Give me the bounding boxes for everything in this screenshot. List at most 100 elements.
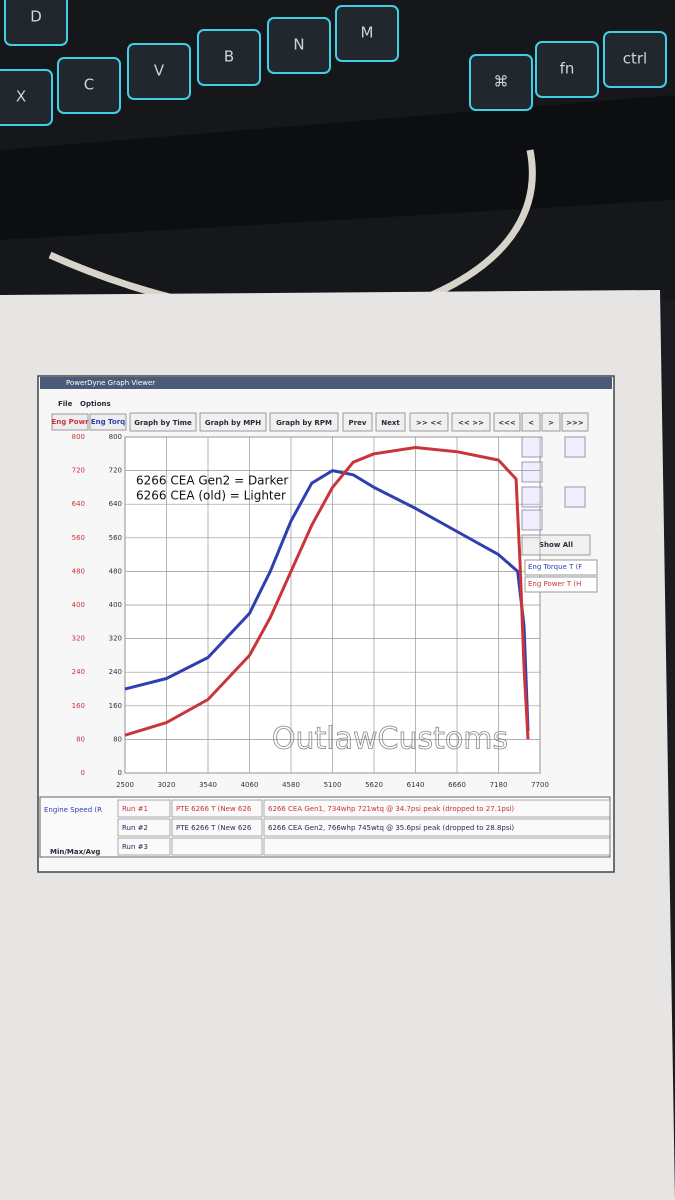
scroll-button[interactable]	[521, 486, 543, 508]
table-cell	[171, 837, 263, 856]
table-cell-text: Run #2	[122, 824, 148, 832]
table-cell-text: Run #3	[122, 843, 148, 851]
y2-tick-label: 480	[109, 567, 122, 575]
toolbar-button-label[interactable]: Prev	[349, 419, 367, 427]
menu-item[interactable]: File	[58, 400, 73, 408]
toolbar-button[interactable]	[342, 412, 373, 432]
table-cell	[117, 818, 171, 837]
x-tick-label: 4060	[241, 781, 259, 789]
y2-tick-label: 720	[109, 467, 122, 475]
axis-button-label[interactable]: Eng Torq	[91, 418, 125, 426]
toolbar-button-label[interactable]: Graph by Time	[134, 419, 192, 427]
toolbar-button-label[interactable]: >> <<	[416, 419, 442, 427]
toolbar-button[interactable]	[561, 412, 589, 432]
toolbar-button-label[interactable]: Graph by RPM	[276, 419, 332, 427]
key-label: B	[224, 48, 234, 66]
y-tick-label: 400	[72, 601, 85, 609]
key-label: ctrl	[623, 50, 647, 68]
toolbar-button-label[interactable]: << >>	[458, 419, 484, 427]
toolbar-button-label[interactable]: >>>	[566, 419, 584, 427]
toolbar-button[interactable]	[199, 412, 267, 432]
scroll-button[interactable]	[521, 436, 543, 458]
key	[127, 43, 191, 100]
toolbar-button[interactable]	[493, 412, 521, 432]
x-tick-label: 2500	[116, 781, 134, 789]
y2-tick-label: 80	[113, 735, 122, 743]
scroll-button[interactable]	[564, 486, 586, 508]
key-label: fn	[560, 60, 575, 78]
x-tick-label: 7180	[490, 781, 508, 789]
axis-button[interactable]	[51, 413, 89, 431]
toolbar-button-label[interactable]: <	[528, 419, 534, 427]
toolbar-button-label[interactable]: Graph by MPH	[205, 419, 261, 427]
key	[197, 29, 261, 86]
y-tick-label: 320	[72, 635, 85, 643]
key	[335, 5, 399, 62]
show-all-button[interactable]	[521, 534, 591, 556]
key-label: V	[154, 62, 165, 80]
x-tick-label: 5620	[365, 781, 383, 789]
key-label: M	[361, 24, 374, 42]
table-cell-text: Run #1	[122, 805, 148, 813]
axis-button[interactable]	[89, 413, 127, 431]
toolbar-button[interactable]	[451, 412, 491, 432]
key	[535, 41, 599, 98]
y-tick-label: 560	[72, 534, 85, 542]
y2-tick-label: 560	[109, 534, 122, 542]
toolbar-button-label[interactable]: >	[548, 419, 554, 427]
key-label: X	[16, 88, 26, 106]
y-tick-label: 640	[72, 500, 85, 508]
toolbar-button[interactable]	[409, 412, 449, 432]
axis-button-label[interactable]: Eng Powr	[51, 418, 89, 426]
toolbar-button[interactable]	[129, 412, 197, 432]
x-tick-label: 7700	[531, 781, 549, 789]
x-tick-label: 6140	[407, 781, 425, 789]
toolbar-button[interactable]	[541, 412, 561, 432]
y-tick-label: 720	[72, 467, 85, 475]
x-tick-label: 4580	[282, 781, 300, 789]
legend-label[interactable]: Eng Power T (H	[528, 580, 581, 588]
key-label: C	[84, 76, 94, 94]
toolbar-button-label[interactable]: <<<	[498, 419, 516, 427]
series-line	[124, 446, 530, 740]
toolbar-button[interactable]	[521, 412, 541, 432]
scroll-button[interactable]	[564, 436, 586, 458]
key	[267, 17, 331, 74]
key-label: ⌘	[494, 73, 509, 91]
y-tick-label: 480	[72, 567, 85, 575]
y-tick-label: 240	[72, 668, 85, 676]
legend-label[interactable]: Eng Torque T (F	[528, 563, 582, 571]
y2-tick-label: 240	[109, 668, 122, 676]
summary-label[interactable]: Min/Max/Avg	[50, 848, 100, 856]
key	[603, 31, 667, 88]
key-label: N	[293, 36, 304, 54]
y2-tick-label: 0	[118, 769, 122, 777]
table-cell	[117, 837, 171, 856]
key	[469, 54, 533, 111]
watermark: OutlawCustoms	[272, 722, 508, 757]
y2-tick-label: 800	[109, 433, 122, 441]
y-tick-label: 80	[76, 735, 85, 743]
table-cell-text: PTE 6266 T (New 626	[176, 805, 252, 813]
toolbar-button[interactable]	[375, 412, 406, 432]
scroll-button[interactable]	[521, 509, 543, 531]
scroll-button[interactable]	[521, 461, 543, 483]
table-cell-text: 6266 CEA Gen2, 766whp 745wtq @ 35.6psi p…	[268, 824, 514, 832]
table-cell	[263, 837, 611, 856]
toolbar-button-label[interactable]: Next	[381, 419, 400, 427]
table	[39, 796, 611, 858]
legend-box[interactable]	[524, 559, 598, 576]
table-cell	[117, 799, 171, 818]
y-tick-label: 800	[72, 433, 85, 441]
menu-item[interactable]: Options	[80, 400, 111, 408]
legend-box[interactable]	[524, 576, 598, 593]
y-tick-label: 0	[81, 769, 85, 777]
toolbar-button[interactable]	[269, 412, 339, 432]
table-cell-text: PTE 6266 T (New 626	[176, 824, 252, 832]
keyboard-frame	[0, 95, 675, 240]
show-all-label[interactable]: Show All	[539, 541, 573, 549]
key-label: D	[30, 8, 42, 26]
table-cell	[171, 818, 263, 837]
